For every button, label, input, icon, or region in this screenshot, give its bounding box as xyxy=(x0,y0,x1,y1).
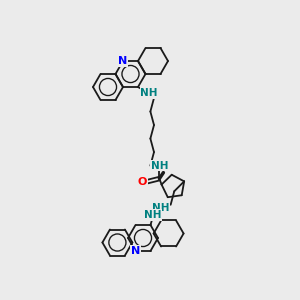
Text: NH: NH xyxy=(151,160,168,171)
Text: N: N xyxy=(118,56,127,66)
Text: N: N xyxy=(131,246,140,256)
Text: O: O xyxy=(138,177,147,187)
Text: NH: NH xyxy=(144,210,161,220)
Text: NH: NH xyxy=(140,88,158,98)
Text: NH: NH xyxy=(152,203,170,213)
